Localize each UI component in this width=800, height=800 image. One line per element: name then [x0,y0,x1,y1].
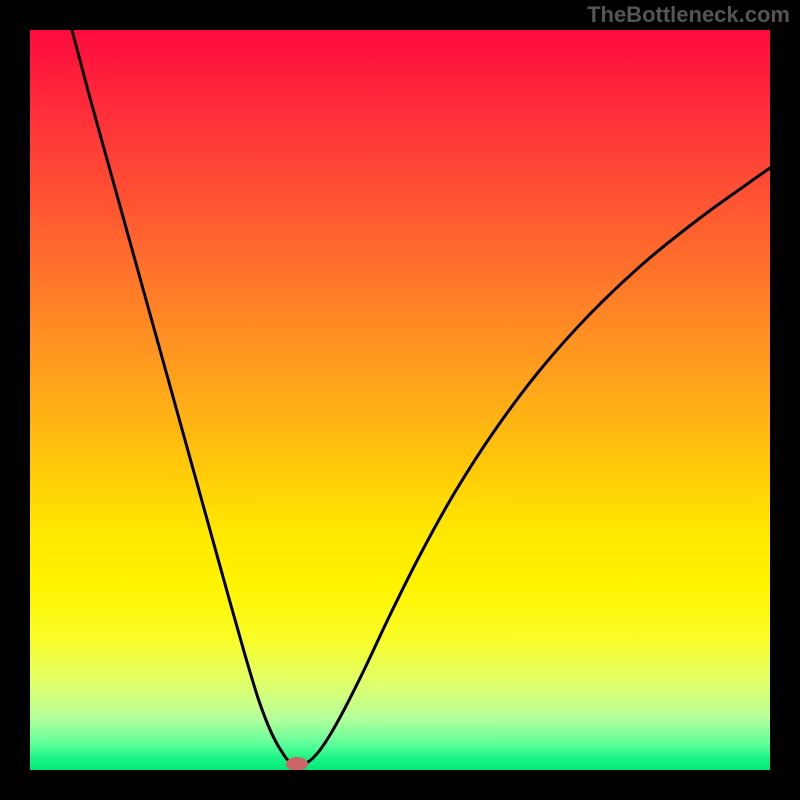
chart-container: TheBottleneck.com [0,0,800,800]
curve-svg [30,30,770,770]
minimum-marker [286,757,308,770]
watermark-text: TheBottleneck.com [587,2,790,28]
bottleneck-curve [72,30,770,765]
plot-area [30,30,770,770]
